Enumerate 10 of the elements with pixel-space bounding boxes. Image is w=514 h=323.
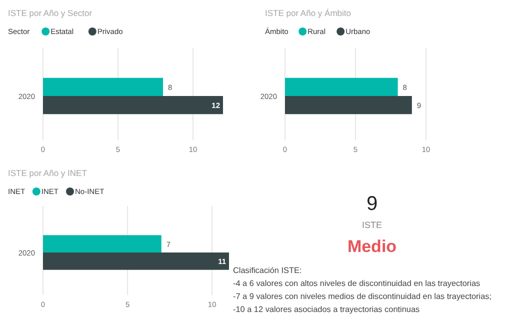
chart-title: ISTE por Año y Ámbito (265, 8, 352, 18)
text: -7 a 9 valores con niveles medios de discontinuidad en las trayectorias; (233, 292, 492, 301)
chart-title: ISTE por Año y INET (8, 168, 87, 178)
text: Clasificación ISTE: (233, 266, 302, 275)
text: -10 a 12 valores asociados a trayectorias continuas (233, 305, 420, 314)
chart-title: ISTE por Año y Sector (8, 8, 92, 18)
text: -4 a 6 valores con altos niveles de discontinuidad en las trayectorias (233, 279, 480, 288)
text: 9 (366, 193, 378, 215)
text: ISTE (362, 220, 382, 230)
text: Medio (347, 237, 397, 256)
